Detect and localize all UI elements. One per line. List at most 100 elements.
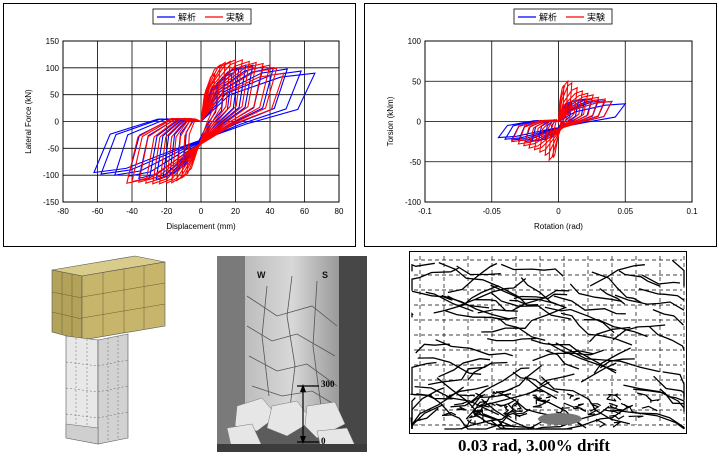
crack-line-base xyxy=(607,402,619,409)
lateral-force-chart: -80 -60 -40 -20 0 20 40 60 80 150 100 50 0 -50 -100 -15… xyxy=(24,8,344,231)
crack-line-base xyxy=(636,392,652,403)
crack-line xyxy=(591,271,643,304)
crack-line-base xyxy=(456,406,467,411)
crack-line-base xyxy=(606,393,618,400)
x-tick-label: -60 xyxy=(92,207,104,216)
crack-line xyxy=(411,262,435,272)
crack-line-base xyxy=(575,403,584,408)
x-axis-label: Displacement (mm) xyxy=(166,222,236,231)
scale-top-label: 300 xyxy=(321,379,335,389)
crack-pattern-panel xyxy=(409,251,687,434)
x-axis-label: Rotation (rad) xyxy=(534,222,583,231)
crack-line-base xyxy=(507,399,516,410)
crack-line xyxy=(641,274,681,285)
crack-line xyxy=(438,261,527,305)
crack-line xyxy=(532,349,604,362)
legend-label: 実験 xyxy=(226,12,244,23)
x-tick-label: 0 xyxy=(556,207,561,216)
crack-line-base xyxy=(628,415,644,418)
photo-label-w: W xyxy=(257,270,266,280)
crack-line xyxy=(553,295,626,315)
crack-line xyxy=(612,324,666,341)
y-axis-label: Lateral Force (kN) xyxy=(24,89,33,154)
y-axis-label: Torsion (kNm) xyxy=(386,96,395,146)
photo-label-s: S xyxy=(322,270,329,280)
y-tick-label: 50 xyxy=(412,77,421,86)
x-tick-label: 0 xyxy=(199,207,204,216)
x-tick-label: 0.1 xyxy=(686,207,698,216)
crack-line-base xyxy=(545,395,551,399)
crack-line-base xyxy=(603,409,621,415)
y-tick-label: -150 xyxy=(43,198,60,207)
crack-line xyxy=(544,306,615,334)
crack-line xyxy=(512,371,558,400)
crack-line-base xyxy=(574,405,587,412)
series-experiment xyxy=(510,79,613,162)
crack-line xyxy=(411,267,459,291)
crack-line xyxy=(671,259,685,287)
crack-line-base xyxy=(466,419,476,425)
beam-front-face xyxy=(51,269,83,341)
crack-line xyxy=(425,291,474,312)
crack-line-base xyxy=(475,410,490,418)
fe-model-3d xyxy=(51,255,166,445)
crack-line-base xyxy=(469,411,477,419)
crack-line xyxy=(662,371,685,397)
crack-line-base xyxy=(476,401,482,408)
crack-line xyxy=(545,349,580,370)
crack-line-base xyxy=(478,401,490,408)
crack-line-base xyxy=(532,400,548,408)
crack-line xyxy=(410,393,453,400)
crack-line xyxy=(411,397,416,427)
crack-line xyxy=(633,388,685,412)
crack-line xyxy=(583,319,648,338)
crack-line-base xyxy=(566,393,574,400)
scale-bar xyxy=(297,385,319,443)
crack-line xyxy=(411,407,439,429)
crack-line-base xyxy=(459,394,475,397)
crack-line-base xyxy=(613,393,622,401)
crack-line xyxy=(481,306,566,333)
x-tick-label: 0.05 xyxy=(617,207,633,216)
crack-line-base xyxy=(595,418,607,428)
crack-line-base xyxy=(511,408,531,418)
crack-line xyxy=(415,343,450,354)
crack-line-base xyxy=(495,402,511,408)
legend-box xyxy=(152,8,252,25)
crack-line-base xyxy=(502,406,512,419)
crack-line xyxy=(593,347,631,374)
crack-line xyxy=(441,294,511,320)
x-tick-label: 60 xyxy=(300,207,309,216)
x-tick-label: -80 xyxy=(57,207,69,216)
crack-line xyxy=(589,264,645,287)
crack-line xyxy=(513,293,568,300)
crack-line xyxy=(435,339,513,357)
crack-caption: 0.03 rad, 3.00% drift xyxy=(458,436,611,455)
legend-box xyxy=(513,8,613,25)
crack-line-base xyxy=(492,390,497,395)
crack-line xyxy=(614,294,685,311)
column-base-shadow xyxy=(65,423,99,445)
crack-line xyxy=(433,284,499,314)
crack-line xyxy=(580,362,617,383)
y-tick-label: 0 xyxy=(417,118,422,127)
crack-line xyxy=(547,342,594,355)
crack-line xyxy=(476,411,516,430)
crack-line xyxy=(524,376,559,394)
legend-label: 解析 xyxy=(539,12,557,23)
crack-line-base xyxy=(471,407,482,413)
crack-line xyxy=(530,339,617,374)
torsion-chart-frame: -0.1 -0.05 0 0.05 0.1 100 50 0 -50 -100 Rotation (… xyxy=(364,3,717,247)
crack-line xyxy=(456,265,501,276)
lateral-force-chart-frame: -80 -60 -40 -20 0 20 40 60 80 150 100 50 0 -50 -100 -15… xyxy=(3,3,356,247)
crack-line-base xyxy=(609,414,625,420)
crack-line-base xyxy=(454,400,471,406)
crack-line-base xyxy=(560,406,570,409)
crack-line-base xyxy=(590,403,600,412)
crack-line xyxy=(444,408,515,430)
y-tick-label: -50 xyxy=(409,158,421,167)
crack-line xyxy=(659,388,685,404)
crack-line xyxy=(477,289,570,314)
crack-line xyxy=(526,405,610,430)
y-tick-label: 50 xyxy=(50,91,59,100)
